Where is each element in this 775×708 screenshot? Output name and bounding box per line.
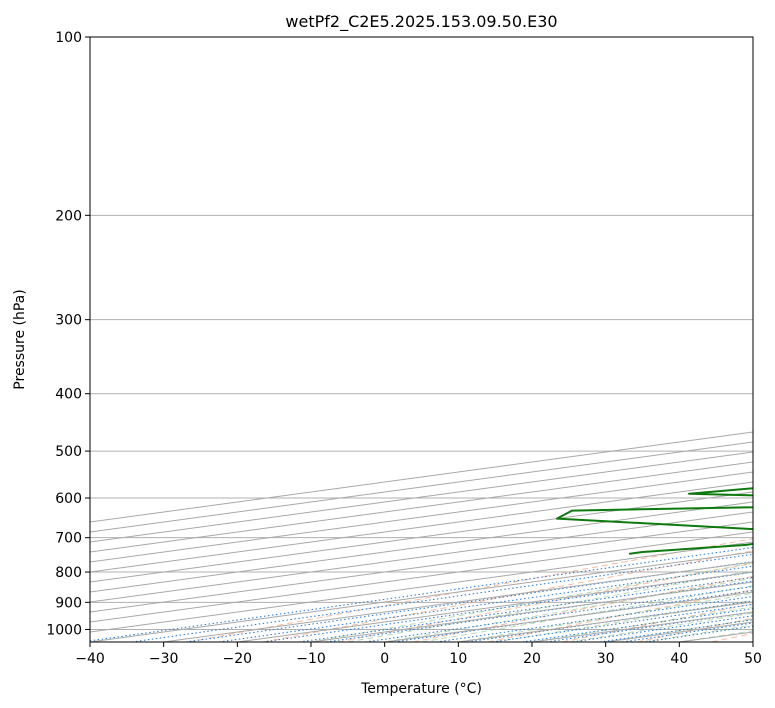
y-tick-label: 800 <box>55 565 82 581</box>
x-tick-label: −30 <box>149 651 179 667</box>
mixing-ratio-line <box>131 553 753 642</box>
y-tick-label: 1000 <box>46 622 82 638</box>
x-tick-label: 10 <box>449 651 467 667</box>
isotherm <box>90 451 753 543</box>
y-tick-label: 100 <box>55 30 82 46</box>
dewpoint-line <box>556 487 753 555</box>
y-tick-label: 200 <box>55 208 82 224</box>
plot-frame <box>89 36 754 643</box>
mixing-ratio-line <box>436 596 753 642</box>
x-tick-label: −40 <box>75 651 105 667</box>
series-group <box>556 487 753 555</box>
y-tick-label: 400 <box>55 387 82 403</box>
y-tick-label: 500 <box>55 444 82 460</box>
x-tick-label: 50 <box>744 651 762 667</box>
x-tick-label: 20 <box>523 651 541 667</box>
y-tick-label: 900 <box>55 595 82 611</box>
background-lines <box>90 37 753 642</box>
moist-adiabat <box>347 570 753 642</box>
mixing-ratio-line <box>522 608 753 642</box>
x-tick-label: 30 <box>597 651 615 667</box>
isotherm <box>90 501 753 593</box>
x-tick-label: 40 <box>670 651 688 667</box>
y-tick-label: 600 <box>55 491 82 507</box>
dry-adiabat <box>338 562 753 642</box>
isotherm <box>90 461 753 553</box>
x-tick-label: −20 <box>223 651 253 667</box>
isotherm <box>90 481 753 573</box>
dry-adiabat <box>412 575 753 642</box>
x-tick-label: −10 <box>296 651 326 667</box>
y-tick-label: 300 <box>55 313 82 329</box>
mixing-ratio-line <box>90 546 753 642</box>
isotherm <box>90 511 753 603</box>
y-axis-label: Pressure (hPa) <box>12 289 28 389</box>
mixing-ratio-line <box>492 603 753 642</box>
axis-ticks: −40 −30 −20 −10 0 10 20 30 40 50 100 200 300 400 500 60… <box>46 30 762 667</box>
dry-adiabat <box>188 538 753 642</box>
isotherm <box>90 521 753 613</box>
x-tick-label: 0 <box>380 651 389 667</box>
moist-adiabat <box>421 585 753 642</box>
y-tick-label: 700 <box>55 531 82 547</box>
isotherm <box>90 491 753 583</box>
chart-title: wetPf2_C2E5.2025.153.09.50.E30 <box>285 12 557 32</box>
x-axis-label: Temperature (°C) <box>360 681 482 697</box>
isotherm <box>90 531 753 623</box>
isotherm <box>90 471 753 563</box>
